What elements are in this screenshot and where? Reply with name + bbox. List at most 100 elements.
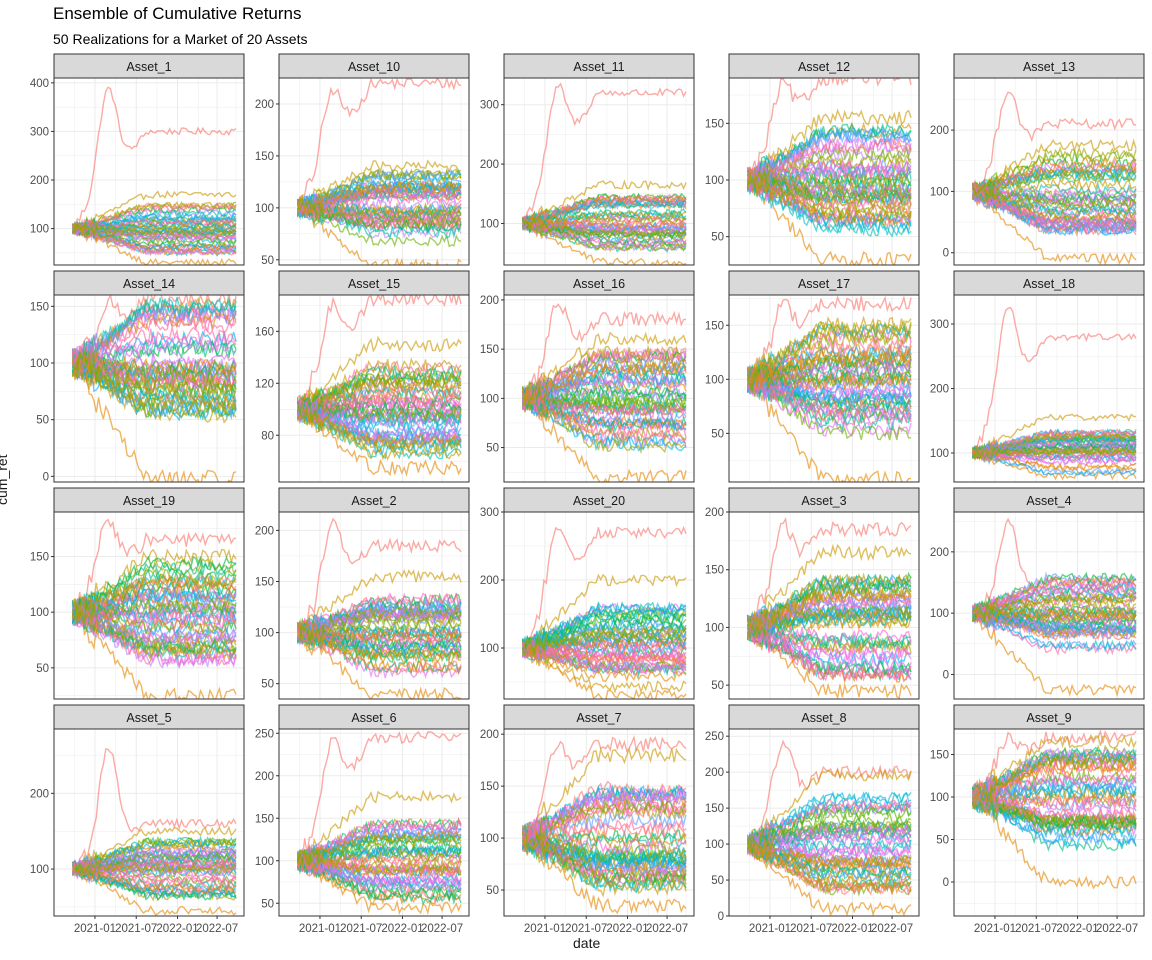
series-line — [297, 617, 462, 643]
series-line — [296, 78, 462, 216]
series-line — [521, 216, 687, 253]
series-line — [71, 190, 237, 231]
facet-panel-asset-2: Asset_2 50 100 150 200 — [255, 487, 470, 700]
series-group — [521, 525, 687, 699]
y-tick-label: 200 — [30, 788, 49, 800]
x-tick-label: 2021-07 — [340, 923, 382, 935]
series-line — [522, 638, 687, 665]
series-line — [296, 198, 462, 248]
panel-border — [953, 728, 1145, 917]
series-line — [521, 345, 687, 407]
series-line — [72, 600, 237, 635]
series-line — [296, 623, 462, 675]
series-line — [521, 303, 687, 402]
y-tick-label: 50 — [261, 679, 274, 691]
series-line — [746, 373, 912, 439]
facet-strip — [953, 270, 1145, 296]
facet-strip — [503, 270, 695, 296]
series-line — [521, 331, 687, 404]
series-line — [747, 322, 912, 388]
series-line — [522, 217, 687, 265]
x-tick-label: 2021-01 — [299, 923, 341, 935]
facet-panel-asset-15: Asset_15 80 120 160 — [255, 270, 470, 483]
series-line — [972, 413, 1137, 456]
series-line — [747, 837, 912, 893]
series-line — [746, 163, 912, 192]
x-tick-label: 2022-07 — [871, 923, 913, 935]
y-tick-label: 100 — [705, 175, 724, 187]
facet-strip — [503, 487, 695, 513]
y-tick-label: 100 — [30, 358, 49, 370]
series-line — [971, 770, 1137, 804]
series-line — [521, 357, 687, 405]
series-line — [297, 844, 462, 865]
series-line — [971, 448, 1137, 472]
series-line — [72, 861, 236, 878]
series-line — [746, 543, 912, 630]
y-tick-label: 80 — [261, 430, 274, 442]
y-tick-label: 50 — [711, 428, 724, 440]
series-group — [71, 295, 237, 482]
series-line — [746, 172, 912, 212]
panel-border — [278, 294, 470, 483]
series-line — [72, 223, 237, 256]
series-line — [71, 295, 237, 370]
series-line — [746, 767, 912, 852]
x-tick-label: 2021-01 — [749, 923, 791, 935]
y-tick-label: 0 — [43, 471, 49, 483]
series-line — [521, 811, 687, 848]
series-line — [746, 351, 912, 392]
y-tick-label: 100 — [480, 393, 499, 405]
x-axis-label: date — [573, 935, 601, 951]
series-line — [521, 385, 687, 411]
facet-strip — [53, 53, 245, 79]
series-group — [971, 517, 1137, 698]
series-line — [72, 224, 237, 252]
series-group — [746, 739, 912, 916]
y-tick-label: 150 — [705, 803, 724, 815]
facet-strip-label: Asset_17 — [798, 277, 850, 291]
series-line — [297, 852, 462, 873]
facet-strip — [278, 704, 470, 730]
facet-strip-label: Asset_19 — [123, 494, 175, 508]
series-line — [521, 821, 687, 851]
facet-panel-asset-16: Asset_16 50 100 150 200 — [480, 270, 695, 483]
panel-border — [503, 294, 695, 483]
series-group — [521, 734, 687, 915]
panel-border — [503, 728, 695, 917]
series-line — [972, 582, 1137, 620]
panel-border — [53, 77, 245, 266]
series-line — [971, 791, 1137, 831]
series-line — [746, 295, 912, 387]
y-tick-label: 150 — [255, 151, 274, 163]
series-line — [296, 398, 462, 424]
series-line — [746, 516, 912, 633]
series-line — [71, 221, 237, 237]
series-line — [746, 167, 912, 265]
y-tick-label: 50 — [486, 443, 499, 455]
facet-strip — [53, 487, 245, 513]
y-tick-label: 100 — [930, 186, 949, 198]
y-tick-label: 150 — [255, 813, 274, 825]
series-line — [972, 182, 1137, 206]
series-line — [746, 806, 912, 853]
series-line — [71, 862, 236, 899]
y-tick-label: 150 — [255, 576, 274, 588]
series-line — [296, 178, 462, 215]
series-line — [297, 853, 462, 897]
series-line — [747, 617, 912, 645]
facet-strip-label: Asset_18 — [1023, 277, 1075, 291]
series-line — [296, 359, 462, 413]
series-line — [296, 517, 462, 641]
panel-border — [53, 728, 245, 917]
series-line — [971, 787, 1137, 822]
y-tick-label: 0 — [943, 877, 949, 889]
series-line — [522, 386, 687, 411]
y-tick-label: 200 — [255, 525, 274, 537]
y-tick-label: 100 — [705, 622, 724, 634]
series-line — [296, 364, 462, 416]
series-line — [521, 629, 687, 656]
series-line — [72, 362, 237, 482]
